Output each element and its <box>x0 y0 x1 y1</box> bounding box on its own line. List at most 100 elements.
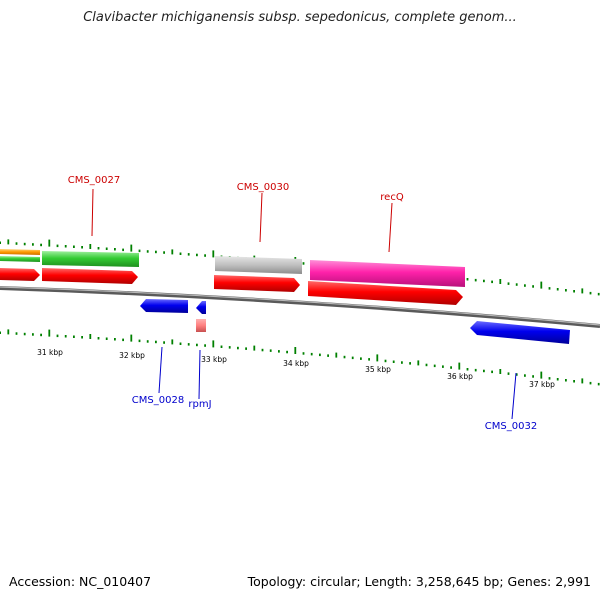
gene-label-cms-0030[interactable]: CMS_0030 <box>237 182 289 193</box>
gene-label-rpmj[interactable]: rpmJ <box>188 399 211 410</box>
gene-feature-orange[interactable] <box>0 249 40 255</box>
scale-label-36: 36 kbp <box>447 372 473 381</box>
outer-tick-mark <box>212 250 215 258</box>
reverse-genes <box>140 299 570 344</box>
gene-cms-0028[interactable] <box>140 299 188 313</box>
inner-tick-mark <box>196 343 198 347</box>
outer-tick-mark <box>73 245 75 248</box>
inner-tick-mark <box>187 343 190 346</box>
gene-feature-red[interactable] <box>0 268 40 281</box>
inner-tick-mark <box>105 337 108 340</box>
outer-tick-mark <box>138 249 141 253</box>
inner-tick-mark <box>171 339 174 345</box>
accession-text: Accession: NC_010407 <box>9 574 152 589</box>
inner-tick-mark <box>401 361 403 364</box>
label-leader-lines <box>91 188 517 420</box>
inner-tick-mark <box>565 379 567 382</box>
gene-cms-0032[interactable] <box>470 321 570 344</box>
outer-tick-mark <box>179 252 182 255</box>
inner-tick-mark <box>335 352 338 358</box>
forward-genes <box>0 249 465 305</box>
inner-tick-mark <box>245 347 247 350</box>
outer-tick-mark <box>581 288 584 294</box>
inner-tick-mark <box>589 381 592 385</box>
inner-tick-mark <box>228 346 231 349</box>
inner-tick-mark <box>360 357 362 360</box>
inner-tick-track <box>0 329 600 386</box>
gene-recq-cds[interactable] <box>308 281 463 305</box>
outer-tick-mark <box>204 254 206 257</box>
inner-tick-mark <box>581 378 584 384</box>
gene-feature-green[interactable] <box>0 256 40 262</box>
outer-tick-mark <box>23 242 26 246</box>
inner-tick-mark <box>442 365 444 368</box>
leader-cms-0027 <box>91 188 94 237</box>
inner-tick-mark <box>212 340 215 348</box>
outer-tick-mark <box>187 253 190 256</box>
outer-tick-mark <box>597 292 600 296</box>
inner-tick-mark <box>48 329 51 337</box>
outer-tick-mark <box>540 281 543 289</box>
inner-tick-mark <box>179 342 182 345</box>
inner-tick-mark <box>0 331 1 334</box>
gene-label-cms-0027[interactable]: CMS_0027 <box>68 175 120 186</box>
scale-label-32: 32 kbp <box>119 351 145 360</box>
inner-tick-mark <box>409 362 411 365</box>
gene-feature-green[interactable] <box>42 251 139 267</box>
inner-tick-mark <box>97 337 100 340</box>
inner-tick-mark <box>302 352 305 355</box>
outer-tick-mark <box>196 253 198 257</box>
leader-cms-0032 <box>511 372 517 420</box>
outer-tick-mark <box>573 290 575 293</box>
outer-tick-mark <box>81 246 83 249</box>
gene-labels: CMS_0027 CMS_0030 recQ CMS_0028 rpmJ CMS… <box>68 175 537 432</box>
inner-tick-mark <box>458 362 461 370</box>
inner-tick-mark <box>540 371 543 379</box>
gene-rpmj-rna[interactable] <box>196 319 206 332</box>
inner-tick-mark <box>425 363 428 367</box>
outer-tick-mark <box>114 248 116 251</box>
leader-recq <box>388 202 393 253</box>
inner-tick-mark <box>376 354 379 362</box>
inner-tick-mark <box>327 354 329 357</box>
gene-label-cms-0032[interactable]: CMS_0032 <box>485 421 537 432</box>
inner-tick-mark <box>122 338 124 342</box>
scale-labels: 31 kbp 32 kbp 33 kbp 34 kbp 35 kbp 36 kb… <box>37 348 555 389</box>
outer-tick-mark <box>163 251 165 254</box>
inner-tick-mark <box>417 360 420 366</box>
outer-tick-mark <box>532 285 534 288</box>
gene-rpmj[interactable] <box>196 301 206 314</box>
scale-label-33: 33 kbp <box>201 355 227 364</box>
gene-recq[interactable] <box>310 260 465 287</box>
inner-tick-mark <box>7 329 10 335</box>
leader-cms-0028 <box>158 346 163 394</box>
scale-label-31: 31 kbp <box>37 348 63 357</box>
outer-tick-mark <box>0 241 1 244</box>
gene-cms-0030[interactable] <box>215 256 302 274</box>
outer-tick-mark <box>130 244 133 252</box>
inner-tick-mark <box>524 374 526 377</box>
inner-tick-mark <box>32 333 34 336</box>
gene-cms-0027[interactable] <box>42 268 138 284</box>
inner-tick-mark <box>56 334 59 338</box>
inner-tick-mark <box>204 344 206 347</box>
inner-tick-mark <box>278 350 280 353</box>
inner-tick-mark <box>351 356 354 360</box>
outer-tick-mark <box>105 247 108 250</box>
inner-tick-mark <box>597 382 600 386</box>
inner-tick-mark <box>64 335 67 338</box>
inner-tick-mark <box>368 358 370 361</box>
gene-label-cms-0028[interactable]: CMS_0028 <box>132 395 184 406</box>
scale-label-37: 37 kbp <box>529 380 555 389</box>
inner-tick-mark <box>573 380 575 383</box>
outer-tick-mark <box>507 282 510 285</box>
inner-tick-mark <box>146 340 149 343</box>
gene-cms-0030-cds[interactable] <box>214 275 300 292</box>
outer-tick-mark <box>483 279 485 283</box>
gene-label-recq[interactable]: recQ <box>380 192 404 203</box>
outer-tick-mark <box>565 289 567 292</box>
inner-tick-mark <box>23 332 26 336</box>
inner-tick-mark <box>466 368 469 371</box>
inner-tick-mark <box>507 372 510 375</box>
